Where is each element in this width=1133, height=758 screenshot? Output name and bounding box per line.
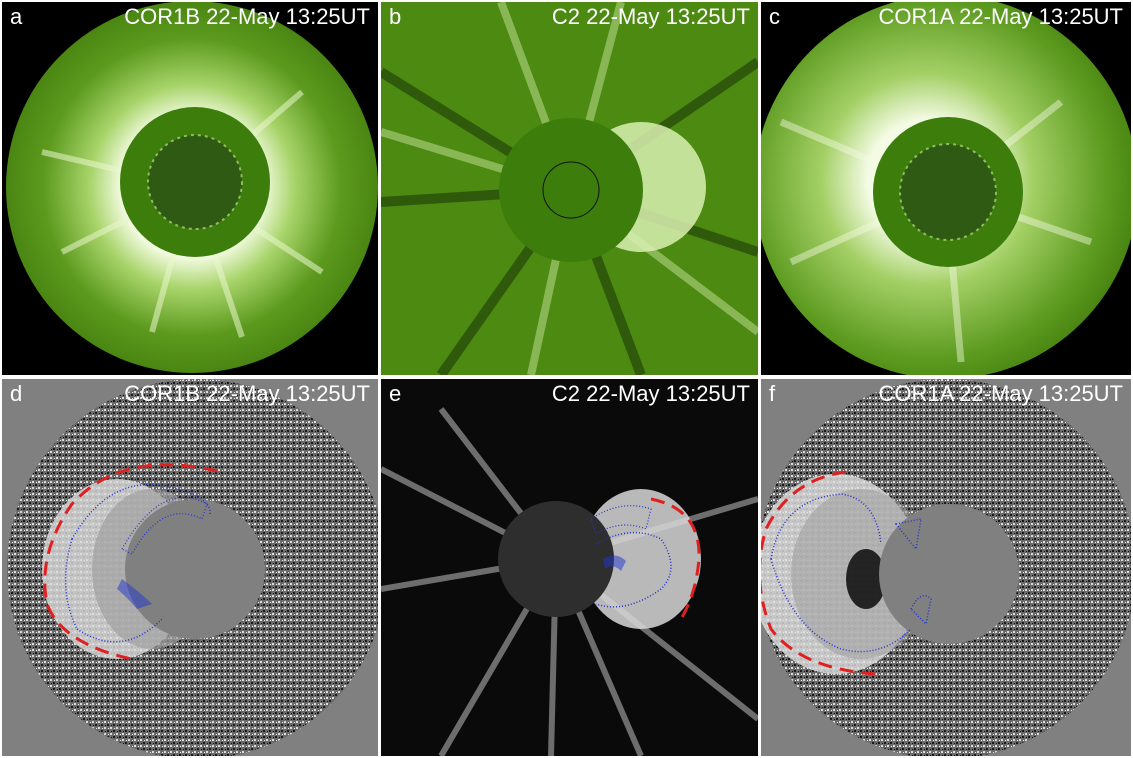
panel-letter: d — [10, 381, 23, 406]
cor1b-green-image — [6, 2, 378, 373]
panel-title: C2 22-May 13:25UT — [551, 381, 750, 406]
panel-title: COR1A 22-May 13:25UT — [878, 381, 1123, 406]
panel-letter: c — [769, 4, 780, 29]
panel-e: e C2 22-May 13:25UT — [381, 379, 758, 756]
cme-croissant-fit — [64, 483, 211, 643]
c2-difference-image — [381, 407, 758, 756]
panel-b: b C2 22-May 13:25UT — [381, 2, 758, 375]
c2-green-image — [381, 2, 758, 375]
panel-title: COR1B 22-May 13:25UT — [124, 4, 370, 29]
panel-title: COR1A 22-May 13:25UT — [878, 4, 1123, 29]
shock-fit-curve — [43, 463, 218, 661]
shock-fit-curve — [650, 497, 701, 620]
panel-c: c COR1A 22-May 13:25UT — [761, 2, 1131, 375]
panel-a: a COR1B 22-May 13:25UT — [2, 2, 378, 375]
panel-f: f COR1A 22-May 13:25UT — [761, 379, 1131, 756]
shock-fit-curve — [761, 470, 877, 676]
panel-letter: a — [10, 4, 23, 29]
panel-d: d COR1B 22-May 13:25UT — [2, 379, 378, 756]
panel-letter: b — [389, 4, 402, 29]
panel-letter: e — [389, 381, 402, 406]
panel-letter: f — [769, 381, 776, 406]
cor1a-green-image — [761, 2, 1131, 375]
cme-croissant-fit — [590, 505, 672, 608]
panel-title: COR1B 22-May 13:25UT — [124, 381, 370, 406]
panel-title: C2 22-May 13:25UT — [551, 4, 750, 29]
cor1a-difference-image — [761, 379, 1131, 756]
